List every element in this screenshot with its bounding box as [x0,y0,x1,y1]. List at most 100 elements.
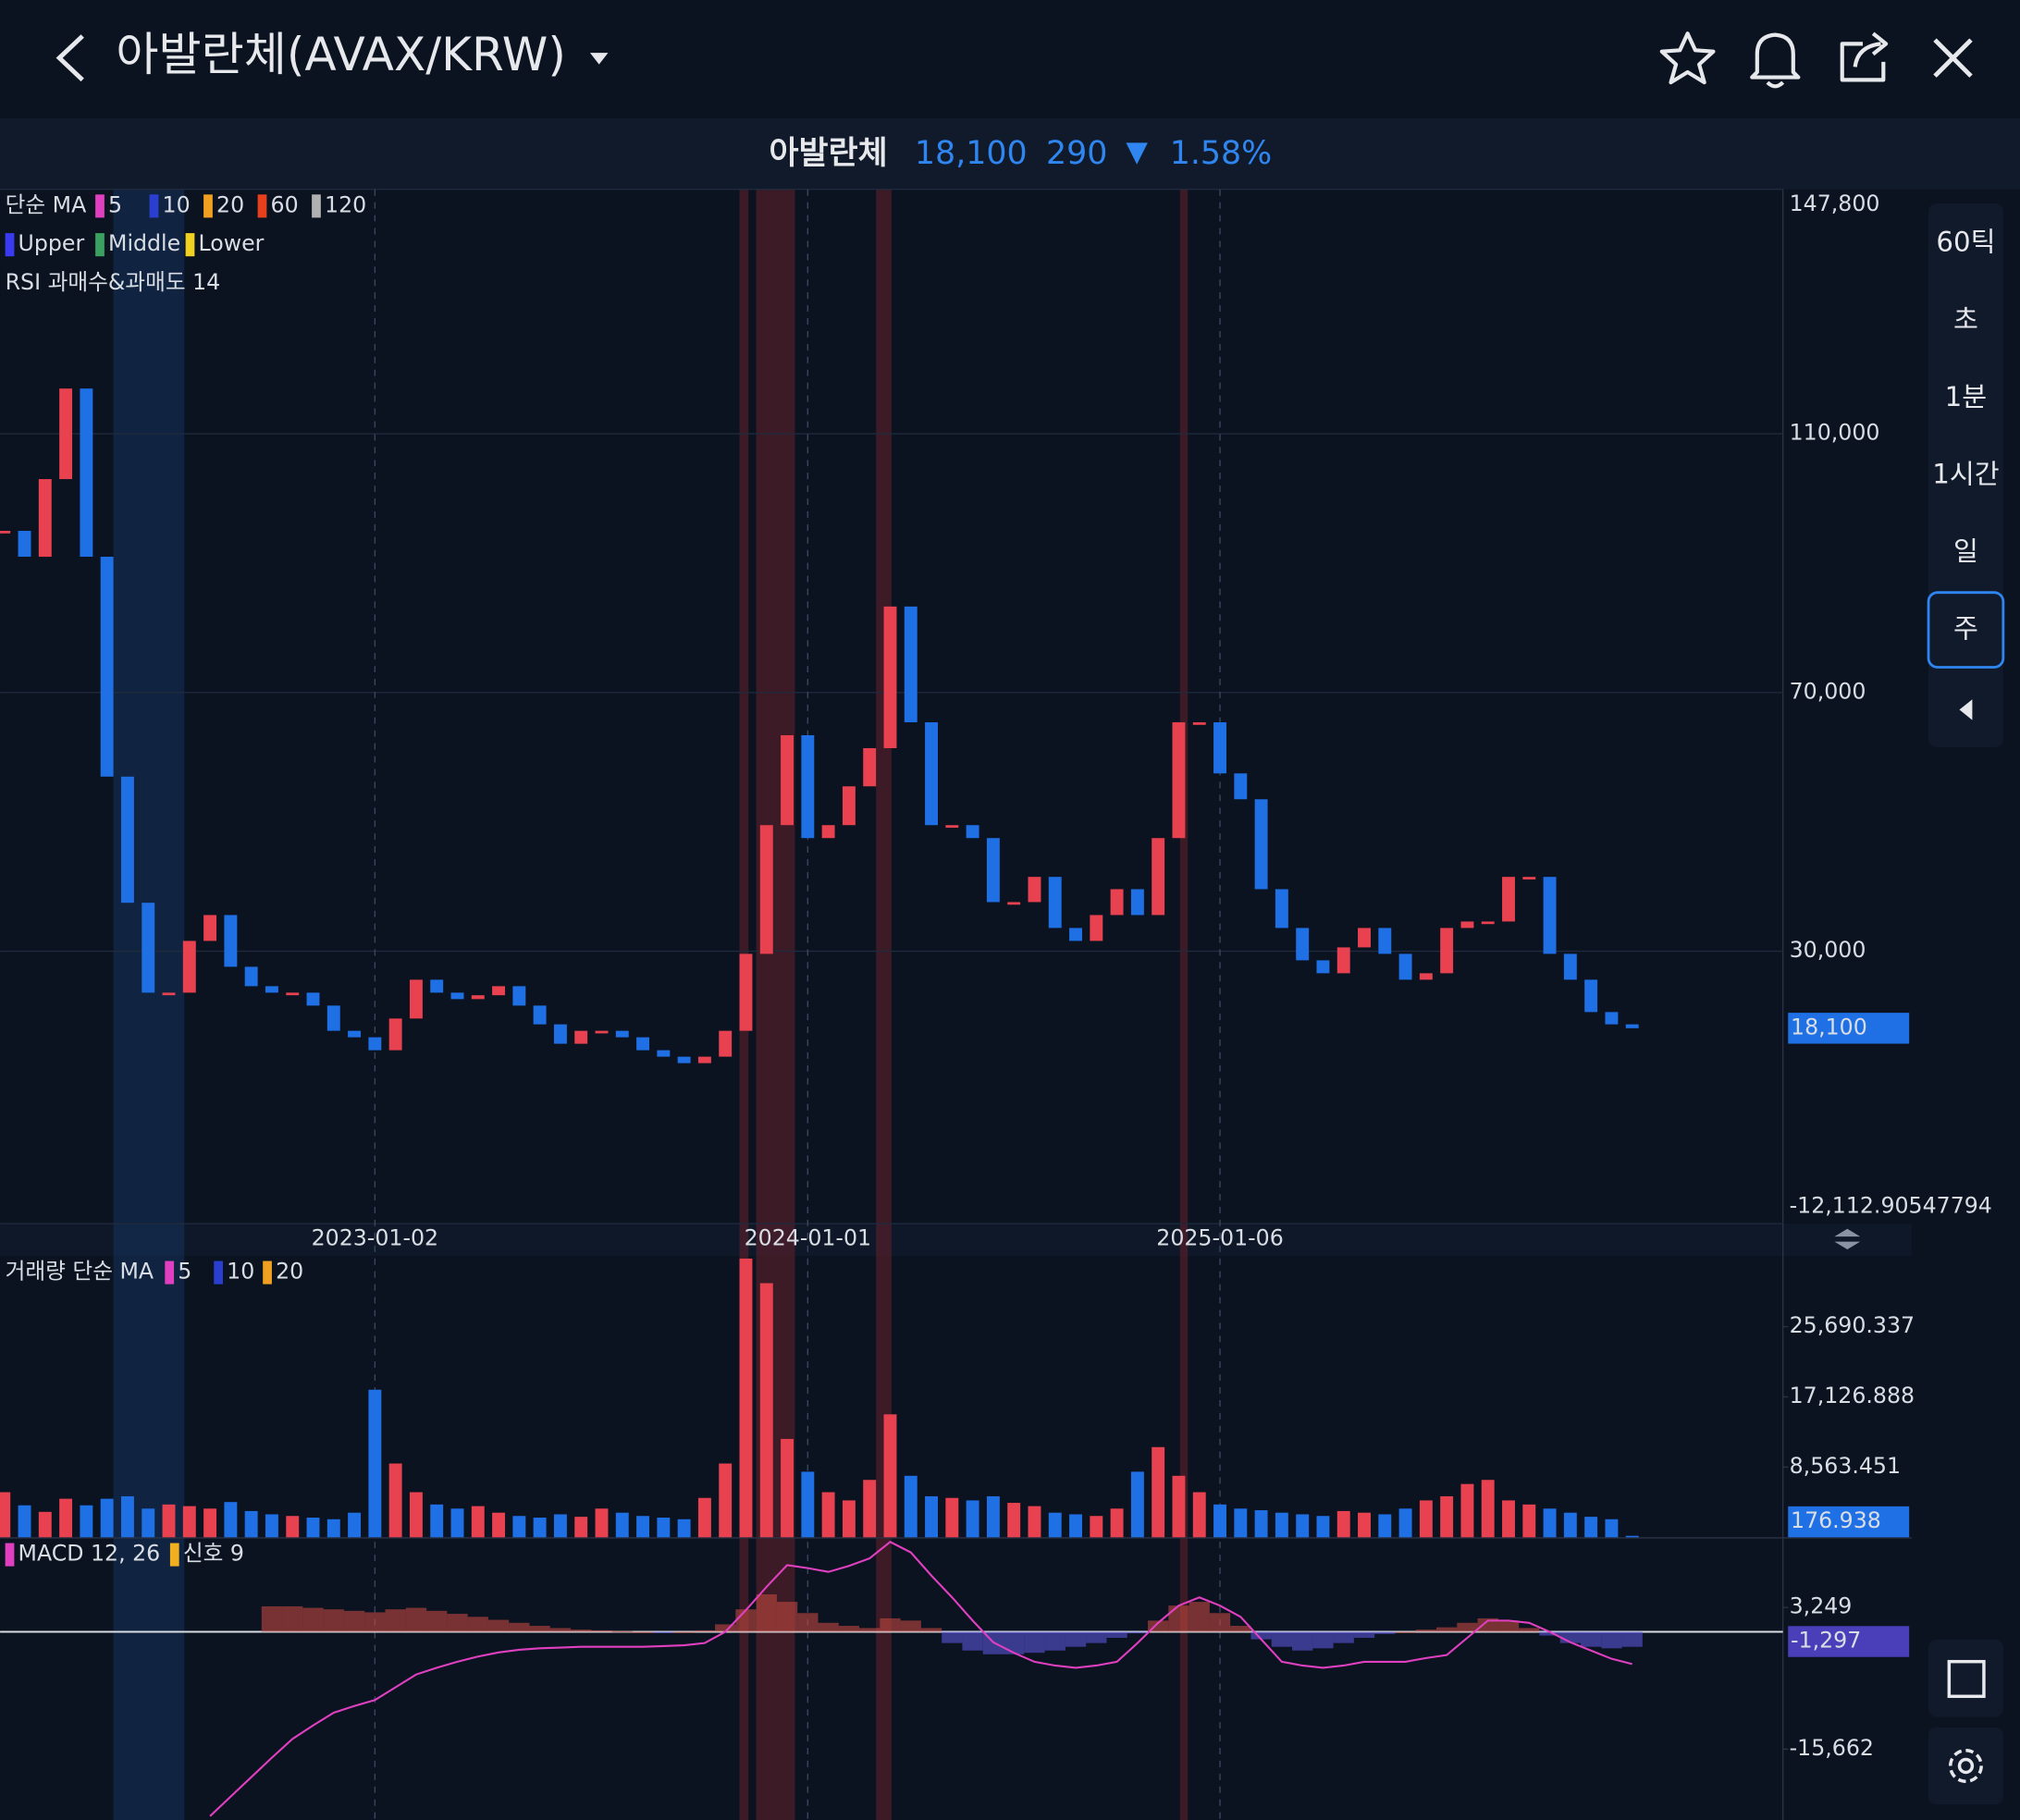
x-tick-label: 2025-01-06 [1156,1224,1283,1250]
volume-bar [553,1514,567,1538]
dropdown-arrow[interactable] [589,53,609,65]
legend-swatch [257,194,267,218]
y-tick-label: 8,563.451 [1790,1453,1901,1479]
histogram-bar [343,1610,365,1632]
candle [1605,1012,1619,1025]
volume-bar [1130,1471,1144,1538]
candle [697,1056,711,1064]
histogram-bar [838,1626,860,1632]
candle [1110,889,1124,916]
histogram-bar [797,1613,819,1632]
volume-bar [1625,1535,1639,1538]
interval-option[interactable]: 주 [1953,613,1978,645]
histogram-bar [1353,1631,1375,1638]
layout-button[interactable] [1947,1659,1986,1699]
legend-swatch [5,1543,15,1567]
change-percent: 1.58% [1170,135,1273,172]
interval-option[interactable]: 초 [1953,303,1978,335]
histogram-bar [549,1628,572,1632]
histogram-bar [1189,1602,1210,1632]
y-tick-label: -12,112.90547794 [1790,1193,1992,1219]
share-button[interactable] [1840,31,1889,82]
candle [512,986,526,1006]
volume-bar [801,1471,815,1538]
histogram-bar [880,1617,901,1632]
volume-bar [1440,1495,1454,1538]
gear-hub[interactable] [1957,1757,1975,1775]
interval-option[interactable]: 1분 [1945,381,1988,412]
histogram-bar [920,1628,942,1632]
gear[interactable] [1948,1749,1983,1783]
volume-bar [677,1519,691,1538]
histogram-bar [1601,1631,1622,1649]
histogram-bar [715,1624,736,1632]
collapse-button[interactable] [1959,699,1973,720]
volume-bar [388,1463,402,1538]
layout-button-bg [1928,1640,2003,1717]
candle [142,903,155,993]
interval-option[interactable]: 60틱 [1936,227,1995,258]
candle [203,915,217,941]
volume-bar [306,1518,320,1538]
histogram-bar [447,1614,468,1632]
volume-bar [0,1492,11,1538]
favorite-button[interactable] [1659,31,1716,85]
histogram-bar [1457,1622,1478,1632]
candle [945,825,959,829]
volume-bar [1481,1480,1495,1538]
overbought-band [756,189,795,1820]
volume-bar [821,1492,835,1538]
volume-bar [80,1505,93,1538]
volume-bar [1275,1512,1288,1538]
alert-button[interactable] [1750,32,1801,89]
close-button[interactable] [1933,38,1973,78]
settings-button[interactable] [1948,1749,1983,1783]
volume-bar [182,1506,196,1538]
interval-selected [1927,591,2005,669]
macd-line [209,1541,1632,1817]
candle [1625,1024,1639,1028]
legend-swatch [165,1260,175,1285]
histogram-bar [1374,1631,1396,1634]
interval-option[interactable]: 1시간 [1932,458,1999,489]
legend-label: Middle [108,230,180,256]
volume-bar [1419,1500,1433,1538]
y-tick-label: 25,690.337 [1790,1312,1915,1338]
legend-label: Upper [18,230,85,256]
last-value-label: 176.938 [1791,1507,1881,1533]
candle [1543,877,1557,954]
legend-label: 10 [163,191,191,217]
volume-bar [512,1516,526,1538]
volume-bar [1234,1508,1248,1538]
header [0,0,2020,117]
volume-bar [244,1510,258,1538]
candle [1254,799,1268,890]
histogram-bar [1044,1631,1065,1651]
candle [904,606,918,723]
legend-label: RSI 과매수&과매도 14 [6,269,221,295]
volume-bar [986,1495,1000,1538]
histogram-bar [1168,1605,1189,1632]
interval-option[interactable]: 일 [1953,535,1978,567]
back-button[interactable] [55,34,84,82]
volume-bar [945,1497,959,1538]
legend-label: 60 [271,191,299,217]
candle [1152,838,1165,916]
legend-label: 신호 9 [183,1541,244,1567]
volume-bar [1563,1512,1577,1538]
resize-handle[interactable] [1834,1228,1861,1249]
page-title[interactable]: 아발란체(AVAX/KRW) [116,27,565,81]
last-value-label: 18,100 [1791,1014,1867,1039]
volume-bar [1336,1510,1350,1538]
legend-swatch [312,194,321,218]
volume-bar [1398,1508,1412,1538]
candle [595,1030,609,1034]
volume-bar [842,1500,856,1538]
y-tick-label: 17,126.888 [1790,1383,1915,1408]
volume-bar [1254,1510,1268,1538]
y-tick-label: 147,800 [1790,191,1880,216]
y-tick-label: 30,000 [1790,937,1866,963]
chart-pane: 147,800 110,000 70,000 30,000 -12,112.905477… [0,189,1992,1820]
histogram-bar [1086,1631,1107,1643]
legend-swatch [263,1260,272,1285]
